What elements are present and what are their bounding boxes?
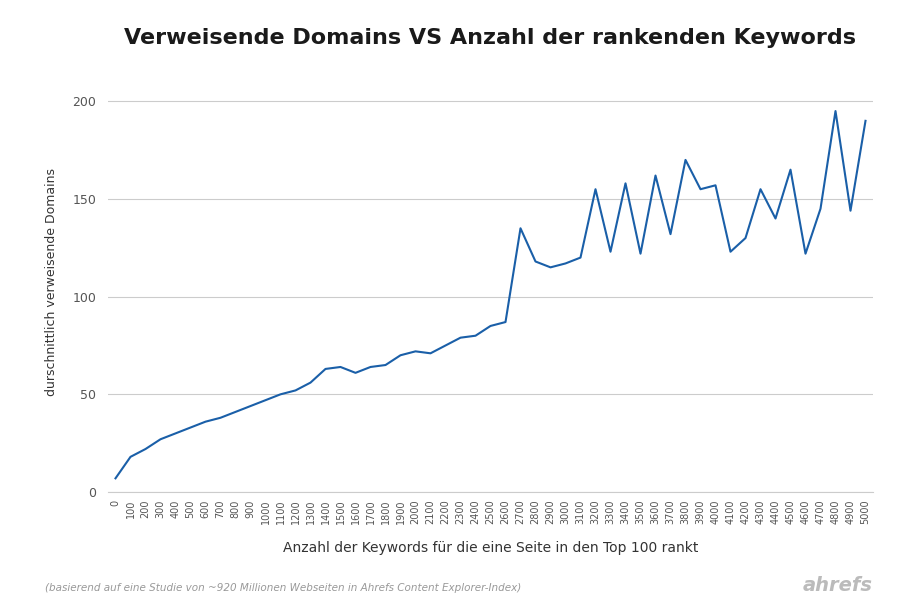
Title: Verweisende Domains VS Anzahl der rankenden Keywords: Verweisende Domains VS Anzahl der ranken… [124,28,857,48]
Y-axis label: durschnittlich verweisende Domains: durschnittlich verweisende Domains [45,168,58,396]
X-axis label: Anzahl der Keywords für die eine Seite in den Top 100 rankt: Anzahl der Keywords für die eine Seite i… [283,541,698,555]
Text: (basierend auf eine Studie von ~920 Millionen Webseiten in Ahrefs Content Explor: (basierend auf eine Studie von ~920 Mill… [45,583,521,593]
Text: ahrefs: ahrefs [803,576,873,595]
